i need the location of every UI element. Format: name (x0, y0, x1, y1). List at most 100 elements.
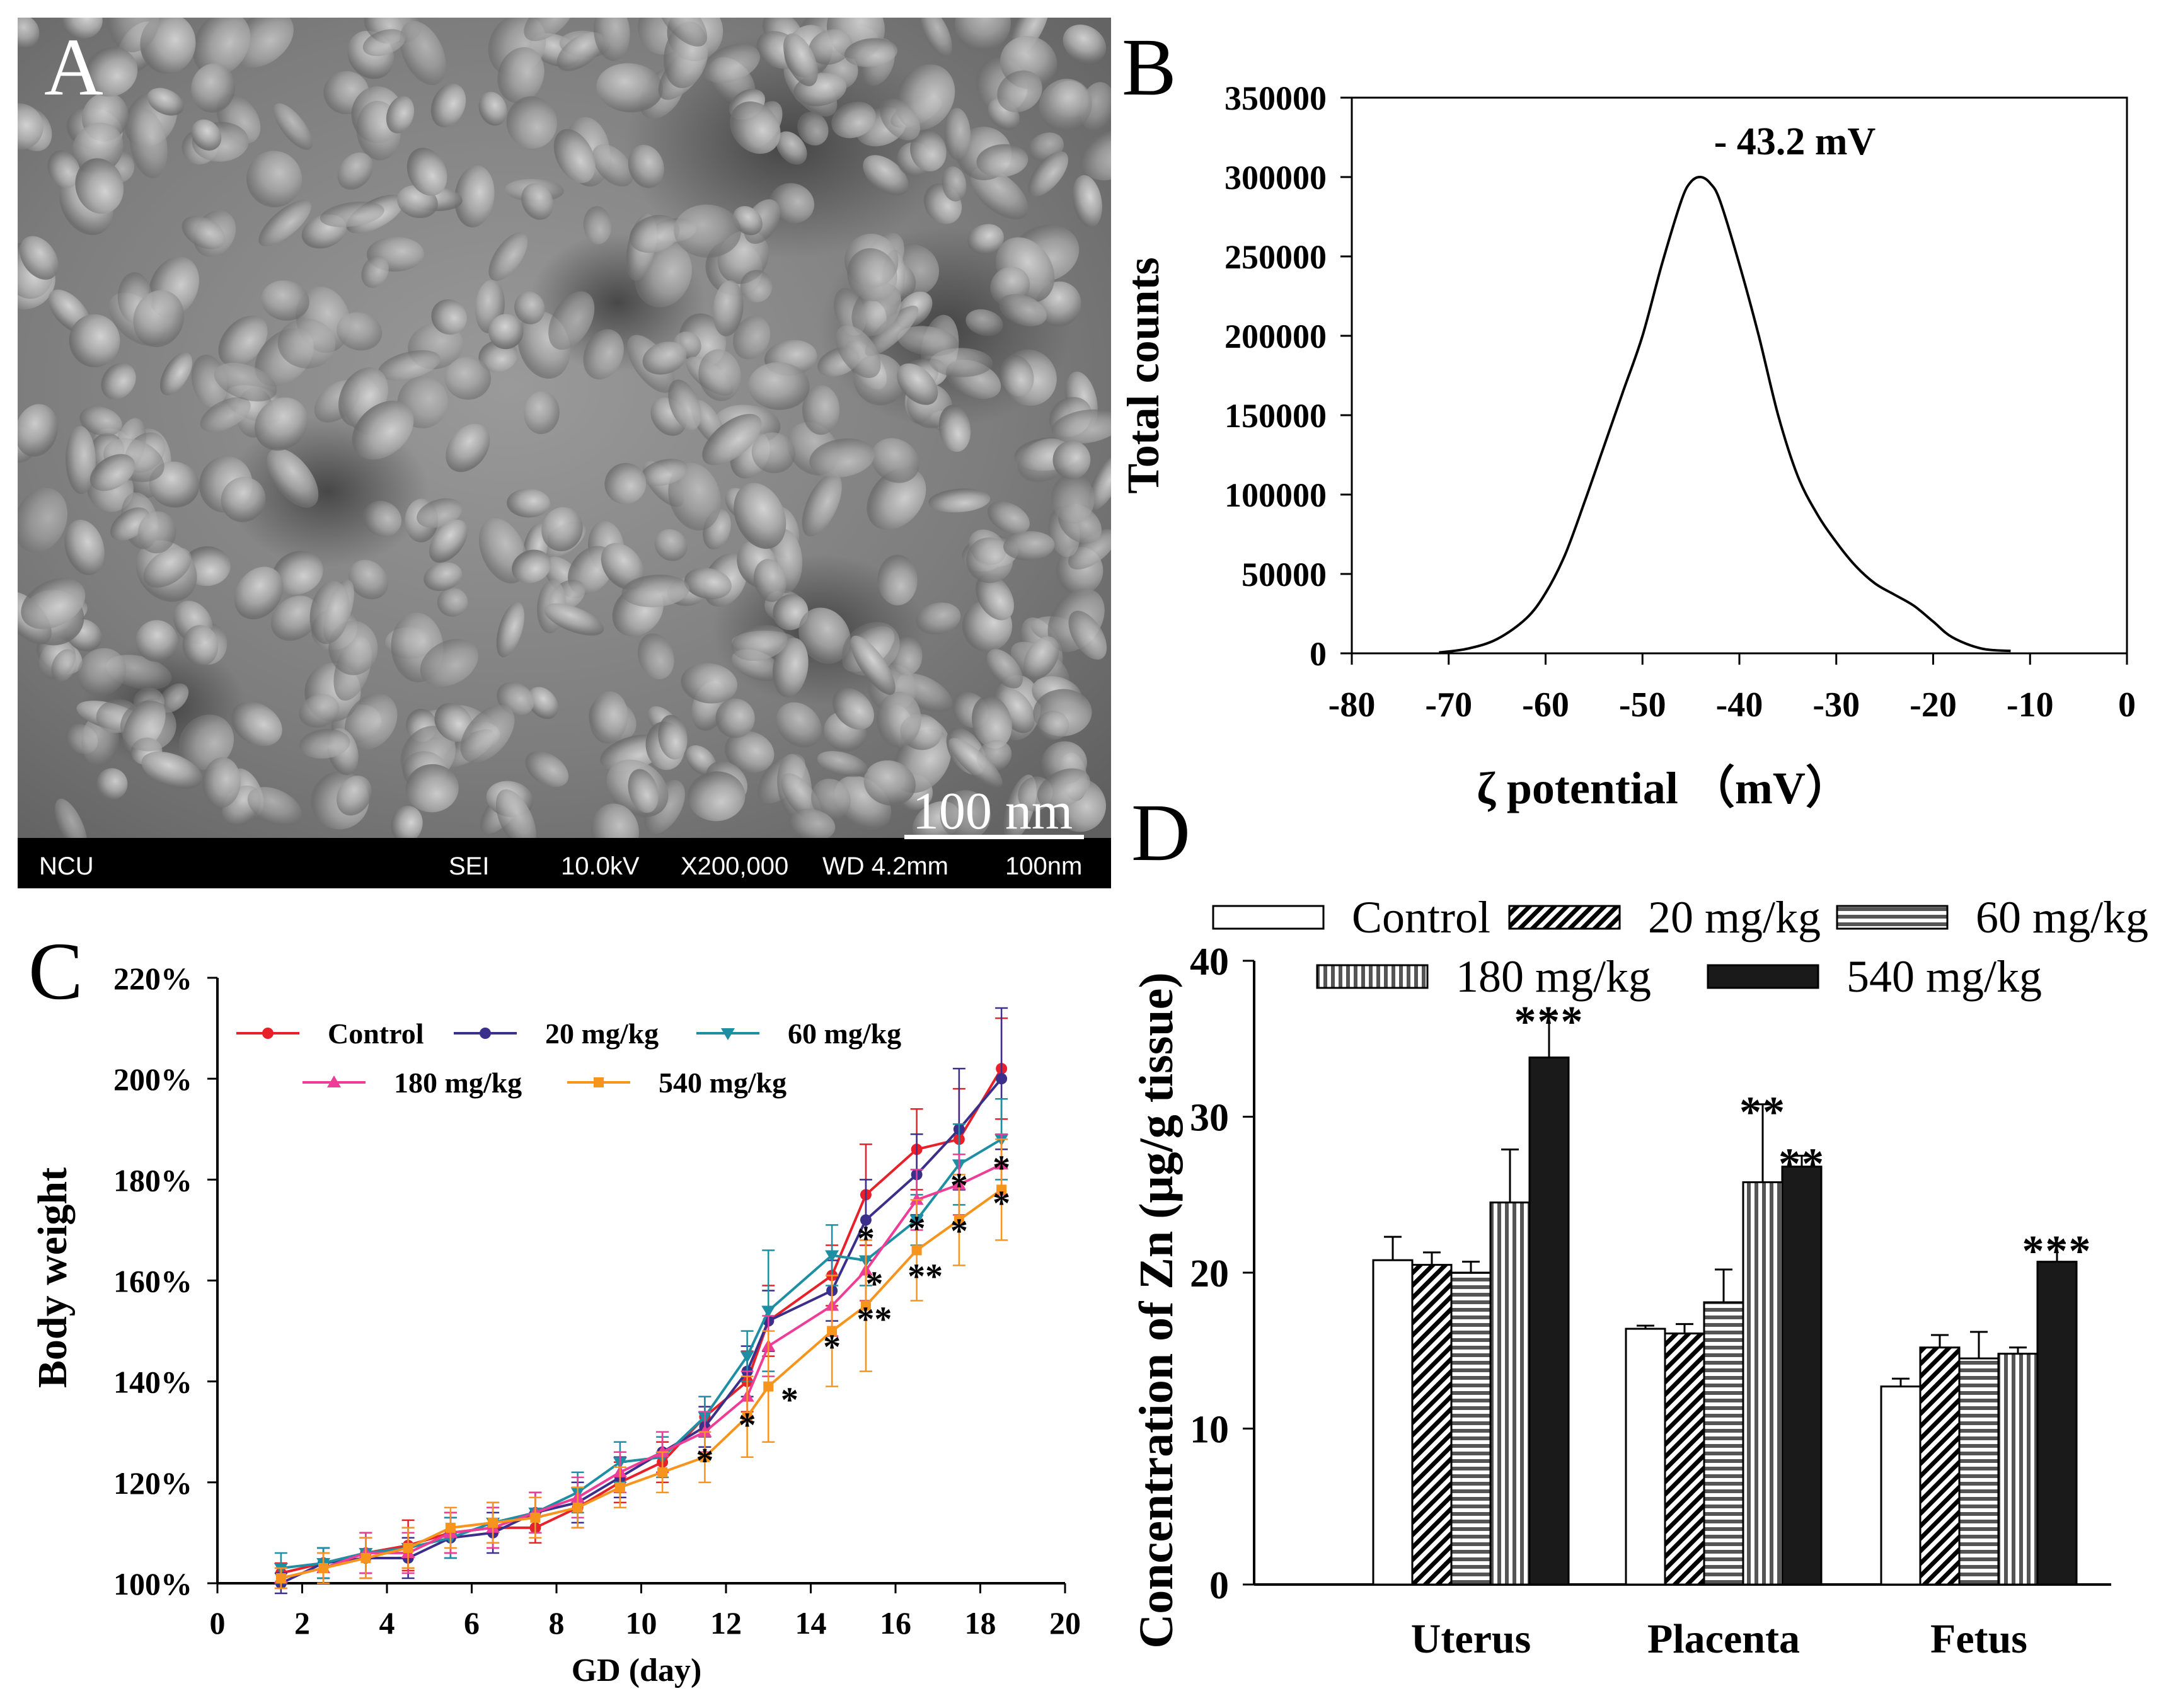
sem-particle (478, 91, 507, 126)
zeta-y-tick-label: 150000 (1224, 397, 1327, 435)
sem-voltage-label: 10.0kV (561, 852, 640, 880)
weight-y-tick-label: 220% (113, 961, 192, 996)
sem-particle (192, 18, 251, 76)
sem-particle (386, 96, 415, 134)
weight-significance-mark: * (739, 1406, 756, 1445)
sem-particle (18, 103, 43, 150)
sem-particle (18, 488, 67, 553)
sem-particle (66, 426, 96, 495)
sem-particle (715, 698, 755, 738)
sem-particle (234, 566, 284, 620)
sem-particle (592, 144, 634, 187)
sem-particle (832, 687, 874, 730)
sem-particle (1003, 531, 1055, 561)
sem-particle (524, 391, 560, 435)
sem-particle (348, 559, 389, 600)
sem-particle (497, 47, 544, 103)
weight-series-group (274, 1098, 1009, 1585)
sem-particle (730, 101, 781, 154)
zeta-peak-annotation: - 43.2 mV (1714, 120, 1876, 163)
sem-particle (507, 488, 550, 518)
sem-particle (847, 248, 897, 302)
sem-particle (135, 620, 178, 662)
weight-legend-label: 60 mg/kg (788, 1017, 901, 1050)
weight-y-tick-label: 180% (113, 1162, 192, 1198)
sem-particle (734, 483, 786, 549)
sem-particle (948, 738, 1003, 788)
panel-a-letter: A (44, 22, 103, 113)
zinc-bar (1411, 1264, 1453, 1586)
sem-particle (246, 151, 302, 207)
sem-particle (496, 602, 524, 658)
weight-significance-mark: * (781, 1381, 798, 1420)
sem-particle (1037, 768, 1090, 809)
sem-particle (879, 98, 921, 140)
sem-particle (657, 18, 708, 47)
zeta-y-axis-title: Total counts (1118, 257, 1168, 493)
sem-particle (776, 131, 807, 165)
zeta-y-tick-label: 0 (1310, 635, 1327, 673)
sem-particle (753, 559, 786, 602)
sem-particle (674, 204, 741, 258)
zeta-x-tick-label: -10 (2007, 685, 2054, 725)
zinc-y-tick-label: 0 (1209, 1564, 1229, 1607)
sem-particle (1068, 610, 1107, 660)
sem-particle (159, 683, 189, 713)
sem-particle (377, 350, 441, 381)
sem-particle (525, 751, 569, 788)
weight-data-point (572, 1502, 583, 1513)
zeta-y-tick-label: 50000 (1242, 556, 1327, 593)
sem-particle (601, 542, 645, 590)
zinc-legend-label: 60 mg/kg (1976, 892, 2148, 943)
sem-particle (362, 500, 402, 537)
zeta-plot-frame (1351, 96, 2128, 655)
sem-particle (836, 325, 881, 378)
sem-particle (732, 316, 771, 360)
sem-particle (1088, 456, 1111, 510)
weight-legend-marker (721, 1028, 735, 1040)
sem-particle (724, 731, 775, 773)
weight-data-point (742, 1411, 752, 1422)
sem-particle (1000, 355, 1034, 397)
zinc-bar (1781, 1166, 1823, 1586)
sem-particle (802, 473, 842, 537)
sem-particle (417, 498, 463, 528)
sem-particle (133, 290, 185, 348)
sem-particle (202, 757, 241, 808)
zinc-legend: Control 20 mg/kg 60 mg/kg 180 mg/kg 540 mg/k… (1212, 892, 2148, 1002)
zinc-category-label: Uterus (1411, 1616, 1531, 1662)
weight-significance-mark: * (696, 1441, 713, 1481)
sem-particle (910, 130, 947, 172)
sem-particle (876, 691, 921, 748)
sem-particle (405, 764, 459, 813)
weight-data-point (275, 1573, 286, 1583)
sem-particle (1052, 440, 1091, 479)
weight-y-tick-label: 100% (113, 1566, 192, 1602)
zeta-y-tick-label: 100000 (1224, 476, 1327, 514)
zinc-bar (1450, 1271, 1492, 1586)
sem-particle (488, 232, 528, 281)
weight-legend: Control 20 mg/kg 60 mg/kg 180 mg/kg 540 mg/k… (236, 1017, 901, 1099)
weight-x-tick-label: 0 (210, 1605, 226, 1641)
weight-data-point (445, 1522, 456, 1533)
weight-data-point (761, 1305, 776, 1318)
zeta-x-tick-label: 0 (2118, 685, 2136, 725)
sem-particle (299, 729, 350, 759)
sem-particles (18, 18, 1111, 838)
zinc-legend-swatch (1508, 905, 1621, 930)
sem-particle (446, 423, 490, 473)
sem-particle (1051, 473, 1095, 524)
zinc-legend-label: 540 mg/kg (1847, 951, 2042, 1002)
weight-data-point (825, 1250, 839, 1263)
zinc-bar (1703, 1301, 1744, 1586)
zinc-category-label: Placenta (1647, 1616, 1800, 1662)
zeta-x-tick-label: -60 (1522, 685, 1569, 725)
zeta-y-tick-label: 250000 (1224, 238, 1327, 276)
sem-particle (182, 215, 226, 249)
sem-particle (556, 32, 604, 71)
weight-data-point (614, 1482, 625, 1493)
sem-particle (773, 594, 809, 631)
weight-series-line (280, 1138, 1003, 1569)
sem-particle (867, 467, 926, 530)
sem-particle (640, 459, 688, 486)
